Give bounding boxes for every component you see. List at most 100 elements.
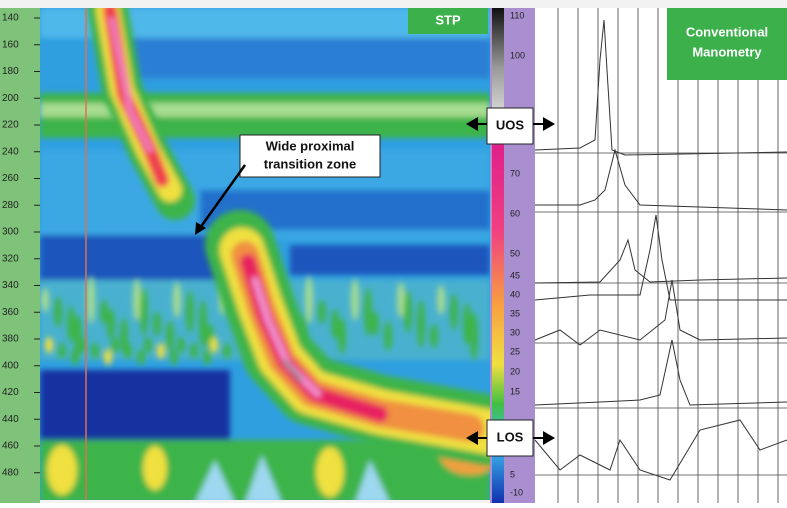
color-scale-label: 40: [510, 289, 520, 299]
speckle: [351, 279, 359, 321]
color-scale-label: 30: [510, 327, 520, 337]
color-scale-label: 110: [510, 10, 524, 20]
speckle: [41, 288, 49, 312]
speckle: [124, 343, 132, 359]
y-axis-label: 340: [2, 280, 19, 291]
speckle: [133, 279, 141, 321]
arrow-head: [466, 117, 478, 131]
arrow-head: [466, 431, 478, 445]
color-scale-labels: 110 100 70 60 50 45 40 35 30 25 20 15 5 …: [510, 10, 525, 497]
speckle: [54, 297, 62, 327]
uos-label: UOS: [496, 117, 525, 132]
speckle: [210, 337, 218, 353]
y-axis-label: 380: [2, 334, 19, 345]
speckle: [203, 349, 211, 365]
speckle: [91, 343, 99, 359]
y-axis-label: 240: [2, 146, 19, 157]
y-axis-label: 280: [2, 200, 19, 211]
annotation-text: Wide proximal: [266, 138, 355, 153]
speckle: [384, 321, 392, 351]
speckle: [107, 309, 115, 339]
annotation-box: [239, 134, 381, 178]
y-axis-label: 480: [2, 467, 19, 478]
color-scale-label: 60: [510, 208, 520, 218]
y-axis-label: 460: [2, 441, 19, 452]
color-scale-label: 70: [510, 168, 520, 178]
speckle: [173, 282, 181, 318]
speckle: [45, 337, 53, 353]
y-axis-label: 180: [2, 66, 19, 77]
speckle: [318, 300, 326, 324]
stp-label-box: [408, 8, 488, 34]
speckle: [140, 288, 148, 336]
speckle: [177, 337, 185, 353]
conventional-label: Conventional: [686, 24, 768, 39]
y-axis: 140 160 180 200 220 240 260 280 300 320 340 360 380 4…: [2, 13, 40, 478]
speckle: [104, 349, 112, 365]
speckle: [430, 324, 438, 348]
y-axis-label: 320: [2, 253, 19, 264]
speckle: [137, 349, 145, 365]
speckle: [450, 294, 458, 330]
speckle: [170, 349, 178, 365]
speckle: [417, 300, 425, 348]
uos-box: [486, 107, 534, 145]
color-scale-label: 45: [510, 270, 520, 280]
speckle: [87, 276, 95, 324]
color-scale-label: 35: [510, 308, 520, 318]
speckle: [437, 285, 445, 315]
color-scale-label: 25: [510, 346, 520, 356]
speckle: [397, 282, 405, 318]
arrow-head: [195, 222, 206, 235]
y-axis-label: 400: [2, 360, 19, 371]
los-label: LOS: [497, 429, 524, 444]
pressure-wave: [88, 8, 490, 465]
speckle: [144, 337, 152, 353]
los-box: [486, 419, 534, 457]
conventional-label: Manometry: [692, 44, 762, 59]
y-axis-label: 220: [2, 120, 19, 131]
speckle: [331, 309, 339, 339]
y-axis-label: 440: [2, 414, 19, 425]
speckle: [100, 300, 108, 324]
color-scale-label: 100: [510, 50, 525, 60]
speckle: [404, 291, 412, 333]
speckle: [223, 343, 231, 359]
manometry-traces: [534, 19, 787, 481]
speckle: [199, 300, 207, 348]
color-scale-label: -10: [510, 487, 523, 497]
stp-label: STP: [435, 12, 461, 27]
speckle: [470, 312, 478, 360]
y-axis-label: 360: [2, 307, 19, 318]
speckle: [338, 318, 346, 354]
color-scale-label: 15: [510, 386, 520, 396]
axis-strip: [0, 8, 40, 503]
speckle: [371, 312, 379, 336]
arrow-head: [543, 117, 555, 131]
conventional-label-box: [667, 8, 787, 80]
color-scale-label: 50: [510, 248, 520, 258]
arrow-head: [543, 431, 555, 445]
color-scale-label: 20: [510, 366, 520, 376]
y-axis-label: 420: [2, 387, 19, 398]
y-axis-label: 160: [2, 39, 19, 50]
y-axis-label: 300: [2, 227, 19, 238]
speckle: [111, 337, 119, 353]
speckle: [463, 303, 471, 345]
annotation-text: transition zone: [264, 156, 356, 171]
stp-plot: [40, 8, 490, 500]
y-axis-label: 260: [2, 173, 19, 184]
speckle: [67, 306, 75, 342]
speckle: [166, 321, 174, 351]
y-axis-label: 140: [2, 13, 19, 24]
speckle: [58, 343, 66, 359]
annotation-arrow: [198, 164, 247, 229]
speckle: [190, 343, 198, 359]
speckle: [153, 312, 161, 336]
speckle: [305, 276, 313, 324]
y-axis-label: 200: [2, 93, 19, 104]
speckle: [186, 291, 194, 333]
speckle: [78, 337, 86, 353]
speckle: [364, 288, 372, 336]
